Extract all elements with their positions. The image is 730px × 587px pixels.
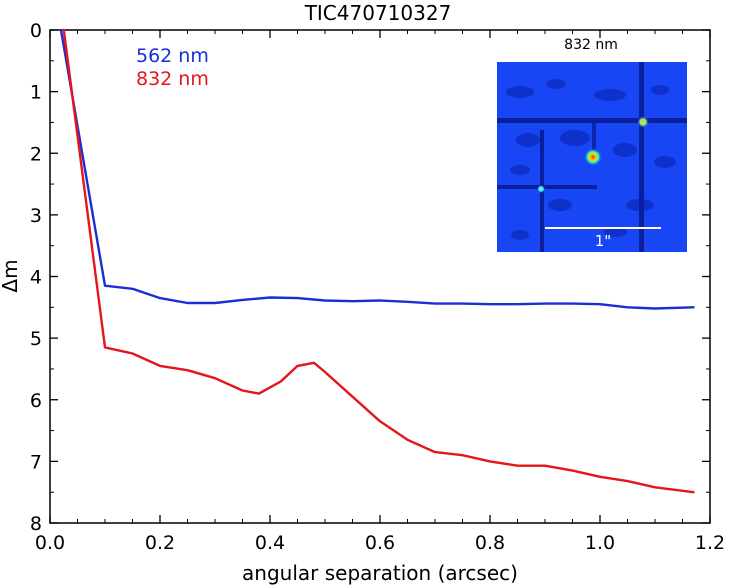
inset-scale-label: 1" xyxy=(595,232,611,250)
series-layer xyxy=(59,28,695,494)
y-tick-label: 0 xyxy=(30,20,42,42)
y-axis-label: Δm xyxy=(0,259,22,292)
series-line-832-nm xyxy=(62,28,695,494)
x-tick-label: 0.6 xyxy=(365,532,395,554)
y-tick-label: 7 xyxy=(30,451,42,473)
inset-primary-star xyxy=(584,148,602,166)
inset-image: 832 nm xyxy=(497,37,687,252)
x-tick-label: 0.8 xyxy=(475,532,505,554)
y-tick-label: 6 xyxy=(30,390,42,412)
inset-companion-star xyxy=(637,116,649,128)
tick-layer: 0.0 0.2 0.4 0.6 0.8 1.0 1.2 0 1 2 3 4 5 6 7 8 xyxy=(30,20,725,554)
x-tick-label: 0.4 xyxy=(255,532,285,554)
y-tick-label: 3 xyxy=(30,205,42,227)
legend-entry-832nm: 832 nm xyxy=(136,68,209,90)
x-axis-label: angular separation (arcsec) xyxy=(242,561,518,585)
y-tick-label: 8 xyxy=(30,513,42,535)
y-tick-label: 2 xyxy=(30,143,42,165)
inset-faint-star xyxy=(537,185,545,193)
y-tick-label: 5 xyxy=(30,328,42,350)
x-tick-label: 1.2 xyxy=(695,532,725,554)
x-tick-label: 0.2 xyxy=(145,532,175,554)
plot-area: 0.0 0.2 0.4 0.6 0.8 1.0 1.2 0 1 2 3 4 5 6 7 8 xyxy=(30,20,725,554)
x-tick-label: 0.0 xyxy=(35,532,65,554)
inset-title: 832 nm xyxy=(564,37,618,53)
y-tick-label: 4 xyxy=(30,267,42,289)
series-line-562-nm xyxy=(59,28,695,310)
legend-entry-562nm: 562 nm xyxy=(136,45,209,67)
chart-title: TIC470710327 xyxy=(304,1,452,25)
legend: 562 nm 832 nm xyxy=(136,45,209,90)
y-tick-label: 1 xyxy=(30,82,42,104)
x-tick-label: 1.0 xyxy=(585,532,615,554)
